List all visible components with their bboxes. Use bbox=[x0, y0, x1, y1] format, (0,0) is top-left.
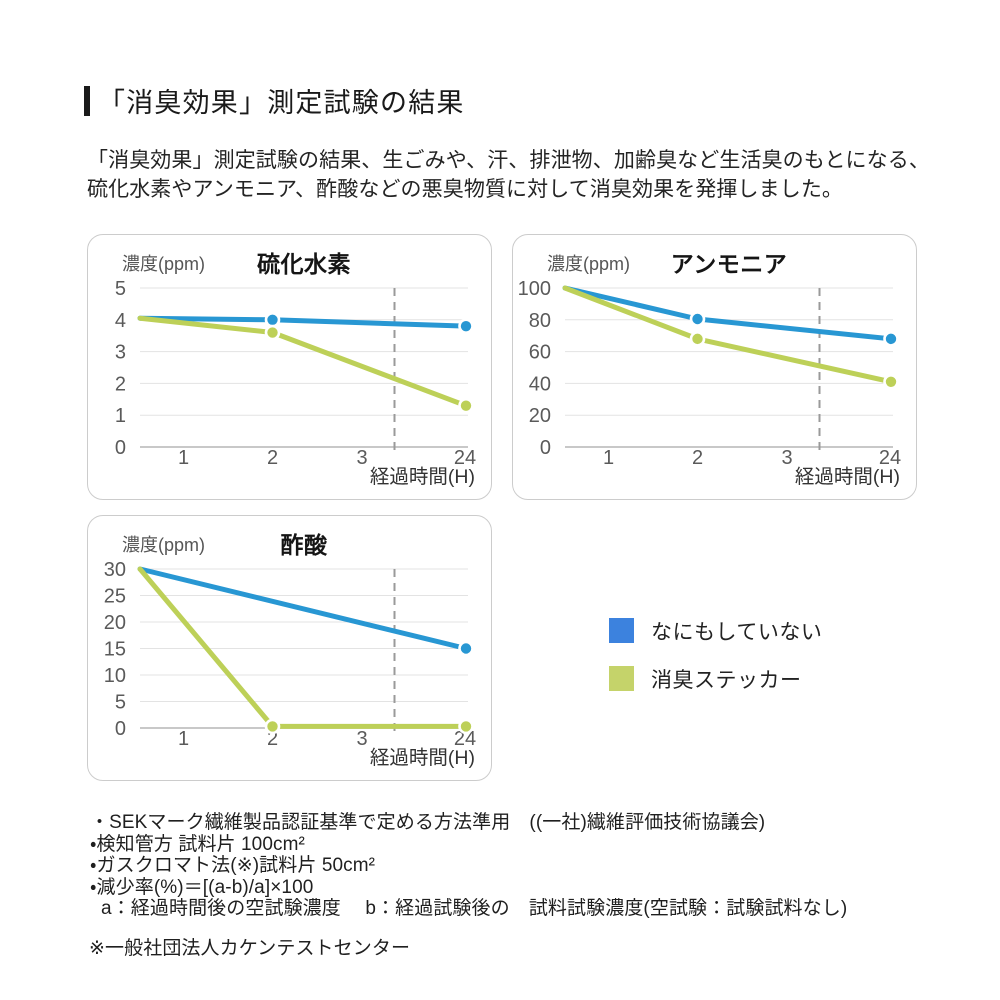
legend-swatch-untreated bbox=[609, 618, 634, 643]
y-axis-unit-label: 濃度(ppm) bbox=[547, 254, 630, 274]
y-tick-label: 5 bbox=[115, 692, 126, 714]
series-line bbox=[137, 566, 469, 651]
x-tick-label: 1 bbox=[603, 447, 614, 469]
x-tick-label: 3 bbox=[356, 447, 367, 469]
x-axis-label: 経過時間(H) bbox=[370, 747, 475, 769]
data-point-marker bbox=[689, 331, 706, 347]
data-point-marker bbox=[883, 331, 899, 347]
x-tick-label: 1 bbox=[178, 447, 189, 469]
x-axis-label: 経過時間(H) bbox=[370, 466, 475, 488]
y-tick-label: 60 bbox=[529, 342, 551, 364]
data-point-marker bbox=[689, 311, 706, 327]
y-tick-label: 20 bbox=[529, 405, 551, 427]
chart-card-ammonia: 0 20 40 60 80 100 1 2 3 24 濃度(ppm) アンモニア経過時間(H) bbox=[512, 234, 917, 500]
footnote-line: ・減少率(%)＝[(a-b)/a]×100 bbox=[90, 876, 314, 898]
x-tick-label: 24 bbox=[454, 728, 476, 750]
footnotes: ・SEKマーク繊維製品認証基準で定める方法準用 ((一社)繊維評価技術協議会) … bbox=[90, 812, 847, 920]
data-point-marker bbox=[264, 718, 281, 735]
data-point-marker bbox=[264, 324, 281, 341]
chart-title: アンモニア bbox=[671, 251, 788, 277]
data-point-marker bbox=[458, 640, 474, 657]
description-line-2: 硫化水素やアンモニア、酢酸などの悪臭物質に対して消臭効果を発揮しました。 bbox=[87, 178, 844, 201]
y-tick-label: 3 bbox=[115, 342, 126, 364]
chart-title: 酢酸 bbox=[281, 532, 329, 558]
x-tick-label: 2 bbox=[692, 447, 703, 469]
description: 「消臭効果」測定試験の結果、生ごみや、汗、排泄物、加齢臭など生活臭のもとになる、… bbox=[87, 146, 930, 204]
y-tick-label: 0 bbox=[540, 437, 551, 459]
series-line bbox=[562, 285, 894, 342]
x-tick-label: 3 bbox=[781, 447, 792, 469]
legend-swatch-deodorant-sticker bbox=[609, 666, 634, 691]
footnote-line: ・ガスクロマト法(※)試料片 50cm² bbox=[90, 855, 376, 876]
footnote-line: ・検知管方 試料片 100cm² bbox=[90, 833, 305, 855]
title-accent-bar bbox=[84, 85, 90, 116]
y-tick-label: 1 bbox=[115, 405, 126, 427]
series-line bbox=[137, 566, 469, 729]
y-axis-unit-label: 濃度(ppm) bbox=[122, 535, 205, 555]
x-axis-label: 経過時間(H) bbox=[795, 466, 900, 488]
y-axis-unit-label: 濃度(ppm) bbox=[122, 254, 205, 274]
y-tick-label: 10 bbox=[104, 665, 126, 687]
x-tick-label: 2 bbox=[267, 447, 278, 469]
description-line-1: 「消臭効果」測定試験の結果、生ごみや、汗、排泄物、加齢臭など生活臭のもとになる、 bbox=[87, 149, 930, 172]
data-point-marker bbox=[883, 374, 899, 390]
y-tick-label: 20 bbox=[104, 612, 126, 634]
chart-legend: なにもしていない 消臭ステッカー bbox=[609, 618, 822, 714]
y-tick-label: 0 bbox=[115, 437, 126, 459]
y-tick-label: 4 bbox=[115, 310, 126, 332]
chart-title: 硫化水素 bbox=[257, 251, 351, 277]
legend-item-untreated: なにもしていない bbox=[609, 618, 823, 644]
data-point-marker bbox=[458, 397, 474, 414]
page-title: 「消臭効果」測定試験の結果 bbox=[98, 88, 465, 118]
chart-card-hydrogen-sulfide: 0 1 2 3 4 5 1 2 3 24 濃度(ppm) 硫化水素経過時間(H) bbox=[87, 234, 492, 500]
footnote-line: ・SEKマーク繊維製品認証基準で定める方法準用 ((一社)繊維評価技術協議会) bbox=[90, 812, 766, 833]
chart-card-acetic-acid: 0 5 10 15 20 25 30 1 2 3 24 濃度(ppm) 酢酸経過時間(H) bbox=[87, 515, 492, 781]
y-tick-label: 100 bbox=[518, 278, 551, 300]
y-tick-label: 25 bbox=[104, 586, 126, 608]
data-point-marker bbox=[458, 718, 474, 735]
x-tick-label: 2 bbox=[267, 728, 278, 750]
x-tick-label: 1 bbox=[178, 728, 189, 750]
x-tick-label: 3 bbox=[356, 728, 367, 750]
legend-label-untreated: なにもしていない bbox=[651, 620, 823, 644]
agency-note: ※一般社団法人カケンテストセンター bbox=[89, 938, 411, 959]
data-point-marker bbox=[458, 318, 474, 334]
legend-label-deodorant-sticker: 消臭ステッカー bbox=[651, 668, 802, 692]
y-tick-label: 80 bbox=[529, 310, 551, 332]
x-tick-label: 24 bbox=[879, 447, 901, 469]
y-tick-label: 5 bbox=[115, 278, 126, 300]
x-tick-label: 24 bbox=[454, 447, 476, 469]
y-tick-label: 40 bbox=[529, 373, 551, 395]
page-title-block: 「消臭効果」測定試験の結果 bbox=[84, 81, 465, 120]
series-line bbox=[137, 315, 469, 409]
data-point-marker bbox=[264, 312, 281, 328]
y-tick-label: 15 bbox=[104, 639, 126, 661]
y-tick-label: 2 bbox=[115, 373, 126, 395]
y-tick-label: 0 bbox=[115, 718, 126, 740]
y-tick-label: 30 bbox=[104, 559, 126, 581]
footnote-line: a：経過時間後の空試験濃度 b：経過試験後の 試料試験濃度(空試験：試験試料なし… bbox=[101, 898, 848, 919]
legend-item-deodorant-sticker: 消臭ステッカー bbox=[609, 666, 822, 692]
